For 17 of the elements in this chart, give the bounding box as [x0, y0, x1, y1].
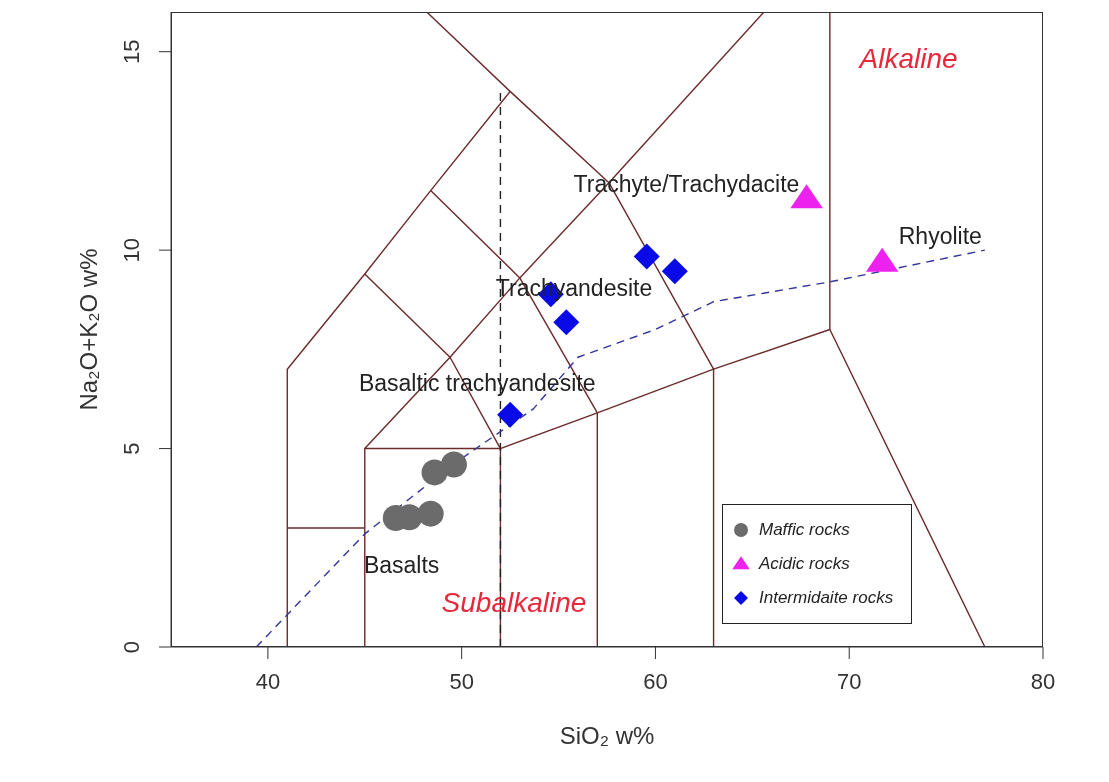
y-tick-label: 15 — [119, 39, 144, 64]
x-tick-label: 80 — [1030, 669, 1056, 694]
x-tick-label: 70 — [836, 669, 862, 694]
y-tick-label: 5 — [119, 442, 144, 455]
y-tick-label: 0 — [119, 640, 144, 654]
annotation: Rhyolite — [898, 223, 982, 250]
y-axis-title: Na₂O+K₂O w% — [74, 248, 102, 411]
legend-label: Intermidaite rocks — [759, 588, 894, 608]
annotation: Basalts — [363, 552, 440, 579]
x-tick-label: 40 — [255, 669, 281, 694]
y-tick-label: 10 — [119, 237, 144, 263]
legend-label: Maffic rocks — [759, 520, 850, 540]
legend-label: Acidic rocks — [759, 554, 850, 574]
annotation: Alkaline — [857, 43, 958, 75]
x-axis-title: SiO₂ w% — [559, 722, 655, 749]
x-tick-label: 60 — [643, 669, 668, 694]
x-tick-label: 50 — [449, 669, 474, 694]
